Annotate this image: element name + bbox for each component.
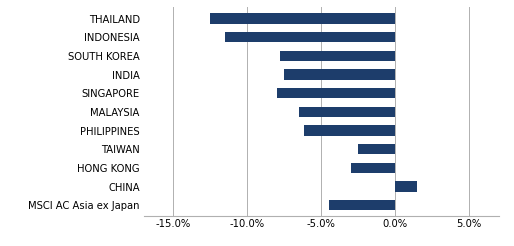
Bar [280, 51, 395, 61]
Bar [358, 144, 395, 154]
Bar [210, 14, 395, 24]
Bar [277, 88, 395, 98]
Bar [225, 32, 395, 42]
Bar [284, 69, 395, 80]
Bar [303, 125, 395, 136]
Bar [351, 163, 395, 173]
Bar [395, 182, 417, 192]
Bar [299, 107, 395, 117]
Bar [328, 200, 395, 210]
